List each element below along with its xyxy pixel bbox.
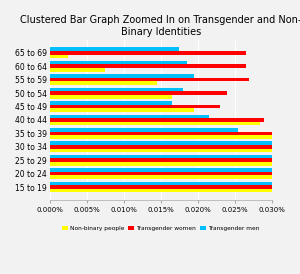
- Title: Clustered Bar Graph Zoomed In on Transgender and Non-
Binary Identities: Clustered Bar Graph Zoomed In on Transge…: [20, 15, 300, 37]
- Bar: [50, 168, 300, 172]
- Bar: [50, 78, 249, 81]
- Bar: [50, 55, 68, 58]
- Bar: [50, 158, 300, 162]
- Bar: [50, 91, 227, 95]
- Bar: [50, 155, 300, 158]
- Bar: [50, 132, 300, 135]
- Bar: [50, 51, 246, 55]
- Bar: [50, 47, 179, 51]
- Bar: [50, 95, 172, 99]
- Bar: [50, 88, 183, 91]
- Bar: [50, 182, 300, 185]
- Legend: Non-binary people, Transgender women, Transgender men: Non-binary people, Transgender women, Tr…: [60, 223, 262, 233]
- Bar: [50, 149, 300, 152]
- Bar: [50, 115, 209, 118]
- Bar: [50, 101, 172, 105]
- Bar: [50, 122, 260, 125]
- Bar: [50, 189, 300, 192]
- Bar: [50, 61, 187, 64]
- Bar: [50, 64, 246, 68]
- Bar: [50, 118, 264, 122]
- Bar: [50, 185, 300, 189]
- Bar: [50, 81, 157, 85]
- Bar: [50, 141, 300, 145]
- Bar: [50, 105, 220, 108]
- Bar: [50, 172, 300, 175]
- Bar: [50, 68, 105, 72]
- Bar: [50, 128, 238, 132]
- Bar: [50, 74, 194, 78]
- Bar: [50, 162, 300, 166]
- Bar: [50, 135, 300, 139]
- Bar: [50, 175, 300, 179]
- Bar: [50, 145, 300, 149]
- Bar: [50, 108, 194, 112]
